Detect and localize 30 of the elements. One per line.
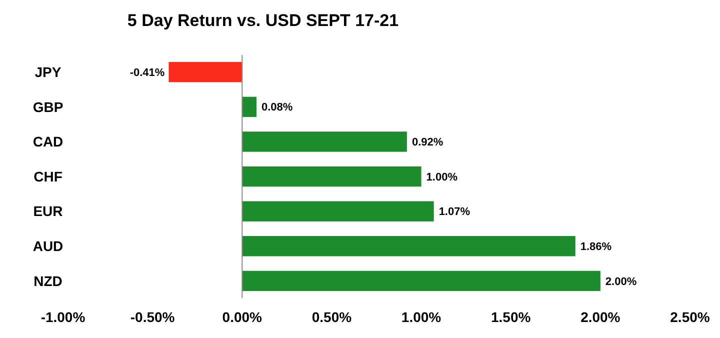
- y-tick-label: CAD: [32, 134, 64, 150]
- y-tick-label: EUR: [33, 203, 63, 220]
- y-tick-label: NZD: [34, 272, 62, 289]
- x-tick-label: 2.00%: [580, 309, 621, 325]
- x-tick-label: 1.00%: [401, 309, 442, 325]
- bar: [242, 96, 256, 117]
- data-label: 1.86%: [580, 240, 612, 253]
- bar: [242, 270, 600, 292]
- y-tick-label: AUD: [32, 238, 64, 254]
- bar: [242, 236, 576, 256]
- x-tick-label: 0.50%: [312, 309, 352, 325]
- data-label: 1.07%: [438, 206, 470, 218]
- y-tick-label: JPY: [34, 64, 62, 80]
- x-tick-label: -0.50%: [130, 309, 176, 325]
- data-label: 0.08%: [261, 102, 293, 114]
- bar: [242, 201, 434, 222]
- bar: [168, 62, 242, 82]
- bar: [242, 166, 422, 187]
- data-label: 2.00%: [605, 276, 637, 288]
- data-label: -0.41%: [130, 66, 165, 79]
- x-tick-label: 2.50%: [670, 309, 710, 325]
- x-tick-label: -1.00%: [40, 309, 86, 325]
- y-tick-label: GBP: [32, 98, 64, 115]
- data-label: 1.00%: [426, 171, 458, 184]
- y-tick-label: CHF: [34, 168, 63, 184]
- x-tick-label: 0.00%: [222, 309, 263, 325]
- bar: [242, 132, 407, 152]
- chart-title: 5 Day Return vs. USD SEPT 17-21: [127, 11, 399, 30]
- x-tick-label: 1.50%: [491, 309, 532, 325]
- data-label: 0.92%: [412, 136, 444, 149]
